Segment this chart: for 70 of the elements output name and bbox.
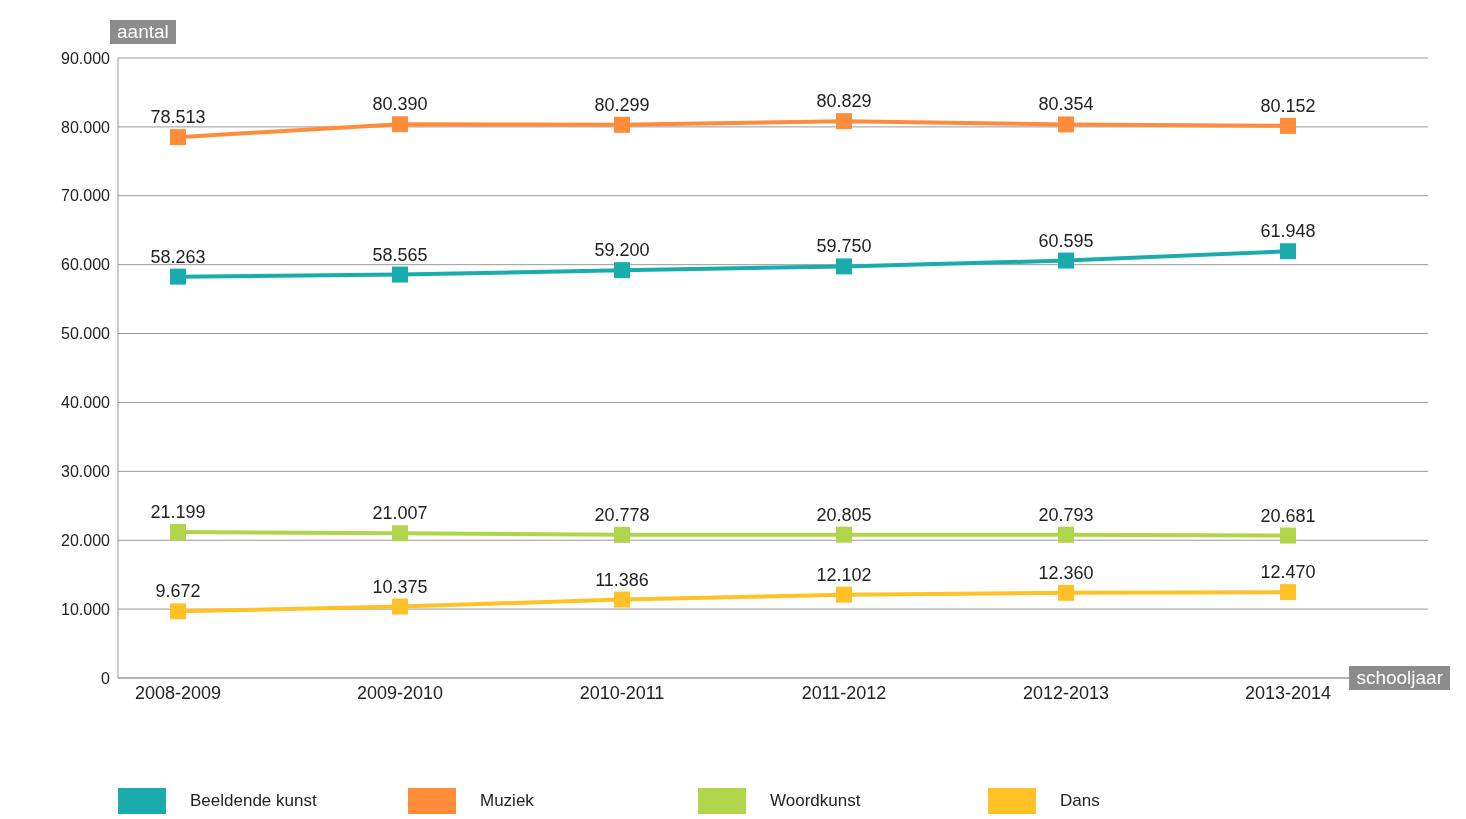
data-label: 59.750 (816, 236, 872, 257)
x-tick-label: 2012-2013 (1022, 682, 1110, 703)
y-tick-label: 0 (101, 669, 111, 687)
data-label: 9.672 (155, 581, 201, 602)
point (1280, 584, 1296, 601)
point (614, 591, 630, 608)
x-tick-label: 2008-2009 (134, 682, 222, 703)
y-tick-label: 50.000 (61, 325, 111, 343)
point (1058, 584, 1074, 601)
data-label: 20.805 (816, 504, 872, 525)
data-label: 12.102 (816, 564, 872, 585)
point (392, 598, 408, 615)
point (836, 113, 852, 130)
data-label: 78.513 (150, 107, 206, 128)
y-tick-label: 20.000 (61, 531, 111, 549)
y-axis-title: aantal (110, 20, 176, 44)
data-label: 20.681 (1260, 505, 1316, 526)
y-tick-label: 90.000 (61, 49, 111, 67)
y-tick-label: 60.000 (61, 256, 111, 274)
data-label: 60.595 (1038, 230, 1094, 251)
point (614, 526, 630, 543)
legend-label: Muziek (480, 791, 534, 811)
data-label: 20.778 (594, 504, 650, 525)
data-label: 61.948 (1260, 221, 1316, 242)
data-label: 10.375 (372, 576, 428, 597)
point (614, 116, 630, 133)
data-label: 80.390 (372, 94, 428, 115)
y-tick-label: 80.000 (61, 118, 111, 136)
data-label: 59.200 (594, 240, 650, 261)
point (170, 129, 186, 146)
point (1058, 252, 1074, 269)
y-tick-label: 10.000 (61, 600, 111, 618)
data-label: 11.386 (595, 569, 649, 590)
data-label: 58.565 (372, 244, 428, 265)
point (170, 268, 186, 285)
x-tick-label: 2013-2014 (1244, 682, 1332, 703)
data-label: 20.793 (1038, 504, 1094, 525)
point (836, 586, 852, 603)
point (170, 603, 186, 620)
x-axis-title: schooljaar (1349, 666, 1450, 690)
y-tick-label: 40.000 (61, 394, 111, 412)
data-label: 80.829 (816, 91, 872, 112)
point (392, 525, 408, 542)
point (1058, 526, 1074, 543)
x-tick-label: 2009-2010 (356, 682, 444, 703)
data-label: 80.299 (594, 94, 650, 115)
data-label: 12.470 (1260, 562, 1316, 583)
point (614, 262, 630, 279)
legend-label: Dans (1060, 791, 1100, 811)
x-tick-label: 2010-2011 (579, 682, 665, 703)
data-label: 80.354 (1038, 94, 1094, 115)
y-tick-label: 70.000 (61, 187, 111, 205)
y-tick-label: 30.000 (61, 463, 111, 481)
point (1280, 527, 1296, 544)
point (1280, 117, 1296, 134)
x-tick-label: 2011-2012 (801, 682, 887, 703)
point (1280, 243, 1296, 260)
point (1058, 116, 1074, 133)
legend-label: Beeldende kunst (190, 791, 317, 811)
data-label: 21.007 (372, 503, 428, 524)
data-label: 80.152 (1260, 95, 1316, 116)
point (170, 523, 186, 540)
point (392, 116, 408, 133)
data-label: 21.199 (150, 501, 206, 522)
point (836, 258, 852, 275)
data-label: 12.360 (1038, 562, 1094, 583)
data-label: 58.263 (150, 246, 206, 267)
point (836, 526, 852, 543)
legend-label: Woordkunst (770, 791, 861, 811)
point (392, 266, 408, 283)
